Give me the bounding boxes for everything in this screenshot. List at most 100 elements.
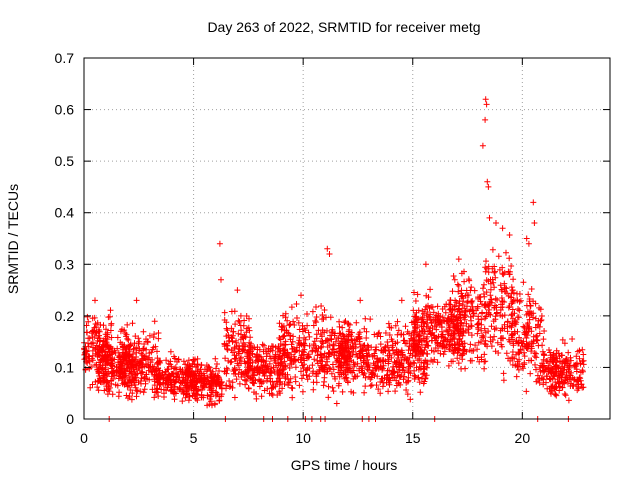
data-point [312, 317, 319, 324]
data-point [468, 332, 475, 339]
data-point [458, 320, 465, 327]
data-point [386, 347, 393, 353]
data-point [376, 329, 383, 336]
data-point [420, 319, 427, 326]
data-point [402, 323, 409, 330]
data-point [86, 335, 93, 342]
data-point [489, 276, 496, 283]
data-point [423, 350, 430, 357]
data-point [233, 352, 240, 359]
y-tick-label: 0.2 [55, 308, 75, 324]
data-point [194, 397, 201, 404]
data-point [382, 330, 389, 336]
data-point [313, 379, 320, 386]
data-point [353, 351, 360, 358]
data-point [221, 309, 228, 316]
data-point [377, 379, 384, 385]
data-point [326, 365, 333, 371]
data-point [465, 326, 472, 333]
data-point [503, 350, 510, 357]
data-point [482, 329, 489, 336]
data-point [446, 301, 453, 308]
data-point [463, 320, 470, 327]
data-point [412, 314, 419, 321]
data-point [309, 370, 316, 377]
data-point [245, 366, 252, 373]
data-point [213, 365, 219, 372]
data-point [394, 318, 401, 325]
data-point [548, 390, 554, 397]
data-point [304, 322, 311, 329]
x-tick-label: 20 [515, 430, 531, 446]
data-point [553, 347, 560, 354]
data-point [179, 398, 186, 405]
data-point [313, 304, 319, 310]
data-point [264, 385, 271, 392]
data-point [277, 362, 284, 369]
data-point [268, 390, 275, 397]
data-point [559, 363, 566, 370]
data-point [574, 348, 581, 355]
data-point [135, 335, 142, 342]
data-point [319, 312, 326, 318]
data-point [242, 381, 249, 388]
y-tick-label: 0.4 [55, 205, 75, 221]
data-point [276, 320, 283, 327]
data-point [523, 335, 530, 341]
data-point [476, 320, 482, 327]
data-point [519, 343, 526, 349]
data-point [163, 357, 170, 364]
data-point [280, 366, 287, 373]
data-point [558, 352, 565, 359]
data-point [231, 370, 237, 377]
data-point [493, 310, 500, 317]
data-point [120, 373, 127, 380]
data-point [552, 385, 558, 392]
data-point [541, 362, 547, 369]
data-point [306, 373, 313, 380]
data-point [561, 369, 567, 376]
data-point [389, 338, 396, 345]
data-point [450, 273, 457, 279]
data-point [328, 370, 335, 377]
data-point [533, 354, 540, 361]
data-point [411, 367, 418, 374]
data-point [92, 346, 99, 353]
data-point [282, 314, 289, 321]
data-point [364, 364, 371, 370]
data-point [91, 314, 98, 321]
data-point [417, 351, 424, 358]
data-point [488, 323, 495, 330]
y-tick-label: 0 [66, 411, 74, 427]
data-point [321, 307, 328, 313]
data-point [303, 366, 310, 373]
data-point [348, 333, 355, 340]
data-point [414, 291, 421, 298]
data-point [206, 387, 213, 394]
data-point [500, 271, 507, 278]
data-point [457, 326, 464, 333]
data-point [229, 332, 236, 339]
data-point [433, 317, 440, 324]
data-point [167, 358, 174, 365]
data-point [285, 379, 292, 386]
data-point [517, 346, 524, 353]
data-point [497, 282, 504, 289]
data-point [474, 305, 481, 312]
data-point [146, 376, 153, 383]
x-tick-label: 15 [405, 430, 421, 446]
data-point [461, 278, 468, 285]
data-point [198, 362, 205, 369]
data-point [520, 323, 527, 330]
data-point [289, 345, 296, 352]
data-point [155, 393, 162, 400]
data-point [280, 350, 287, 357]
data-point [336, 373, 343, 380]
data-point [241, 347, 247, 354]
data-point [531, 350, 538, 356]
data-point [538, 317, 545, 323]
data-point [403, 379, 410, 386]
y-tick-label: 0.1 [55, 359, 75, 375]
data-point [336, 323, 343, 330]
data-point [248, 375, 254, 382]
